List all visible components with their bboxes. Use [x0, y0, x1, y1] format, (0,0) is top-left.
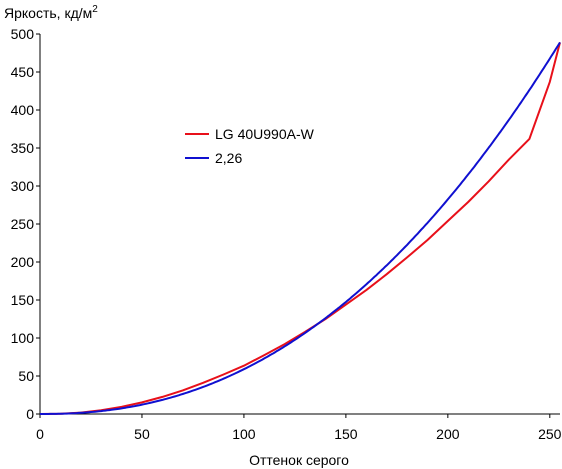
x-tick-label: 100 [232, 426, 256, 442]
chart-legend: LG 40U990A-W 2,26 [185, 122, 314, 170]
x-tick-label: 250 [538, 426, 562, 442]
x-tick-label: 0 [36, 426, 44, 442]
x-tick-label: 150 [334, 426, 358, 442]
chart-ticks: 0 50 100 150 200 250 300 350 400 450 500 0 50 100 150 2… [11, 26, 562, 442]
y-tick-label: 350 [11, 140, 35, 156]
series-line-measured [39, 42, 561, 415]
y-tick-label: 500 [11, 26, 35, 42]
y-tick-label: 0 [26, 406, 34, 422]
chart-series [39, 41, 561, 415]
y-tick-label: 250 [11, 216, 35, 232]
y-axis-unit-sup: 2 [92, 4, 98, 15]
legend-item-gamma: 2,26 [185, 146, 314, 170]
x-tick-label: 200 [436, 426, 460, 442]
y-tick-label: 450 [11, 64, 35, 80]
legend-swatch-measured [185, 133, 209, 135]
series-line-gamma [40, 41, 561, 415]
x-axis-label: Оттенок серого [249, 452, 349, 468]
y-tick-label: 400 [11, 102, 35, 118]
legend-label-measured: LG 40U990A-W [215, 126, 314, 142]
y-tick-label: 50 [18, 368, 34, 384]
x-tick-label: 50 [134, 426, 150, 442]
y-tick-label: 300 [11, 178, 35, 194]
legend-swatch-gamma [185, 157, 209, 159]
y-tick-label: 150 [11, 292, 35, 308]
y-axis-title: Яркость, кд/м2 [4, 4, 98, 21]
y-tick-label: 100 [11, 330, 35, 346]
y-tick-label: 200 [11, 254, 35, 270]
legend-label-gamma: 2,26 [215, 150, 243, 166]
chart-axes [39, 34, 560, 415]
y-axis-label: Яркость, кд/м [4, 5, 93, 21]
legend-item-measured: LG 40U990A-W [185, 122, 314, 146]
